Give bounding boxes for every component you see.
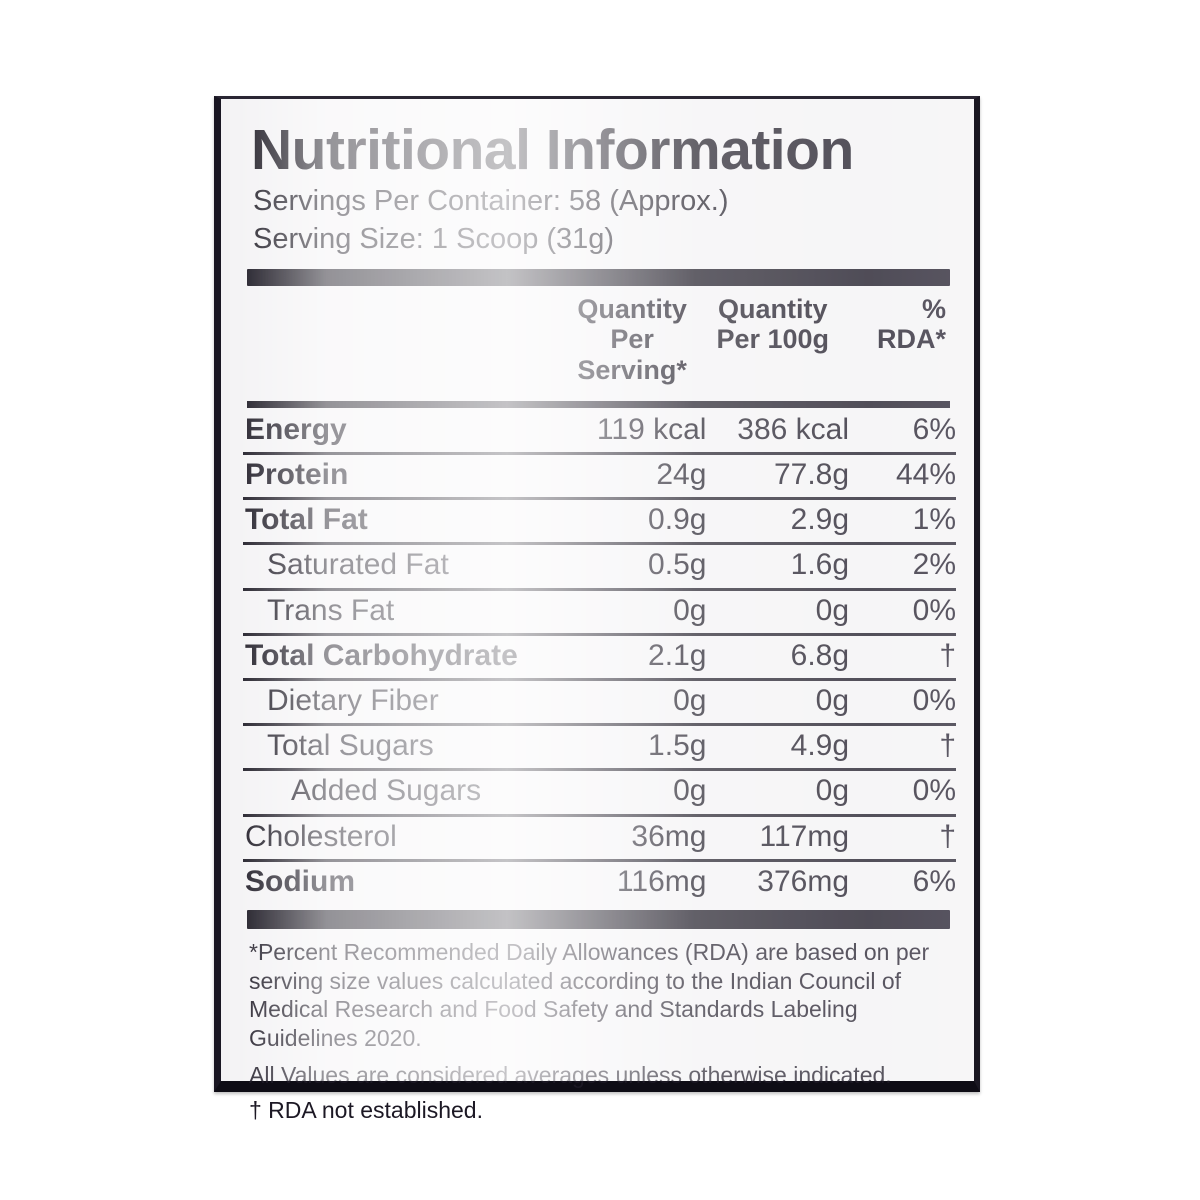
value-rda: †	[849, 632, 956, 680]
column-header-per-100g: Quantity Per 100g	[706, 288, 849, 395]
value-per-serving: 0g	[563, 678, 707, 725]
value-rda: 0%	[849, 587, 956, 635]
nutrition-label-panel: Nutritional Information Servings Per Con…	[214, 96, 980, 1123]
value-per-serving: 0g	[563, 768, 707, 816]
table-row: Total Sugars 1.5g 4.9g †	[243, 723, 956, 770]
table-row: Trans Fat 0g 0g 0%	[243, 587, 956, 635]
value-rda: †	[849, 723, 956, 770]
footnote-averages: All Values are considered averages unles…	[249, 1062, 892, 1089]
table-row: Added Sugars 0g 0g 0%	[243, 768, 956, 816]
nutrient-name: Saturated Fat	[243, 542, 564, 590]
value-per-100g: 0g	[706, 678, 850, 725]
value-per-100g: 77.8g	[706, 452, 850, 499]
value-per-100g: 4.9g	[706, 723, 850, 770]
nutrient-name: Added Sugars	[243, 768, 564, 816]
table-row: Saturated Fat 0.5g 1.6g 2%	[243, 542, 956, 590]
value-per-serving: 0.5g	[563, 542, 707, 590]
column-header-row: Quantity Per Serving* Quantity Per 100g …	[243, 288, 956, 395]
value-rda: 0%	[849, 678, 956, 725]
nutrition-column-headers: Quantity Per Serving* Quantity Per 100g …	[243, 288, 956, 395]
value-per-100g: 376mg	[706, 858, 850, 904]
value-per-serving: 36mg	[563, 813, 707, 861]
table-row: Dietary Fiber 0g 0g 0%	[243, 678, 956, 725]
nutrient-name: Dietary Fiber	[243, 678, 564, 725]
value-per-100g: 386 kcal	[737, 412, 850, 446]
value-per-serving: 119 kcal	[596, 412, 707, 446]
footnote-rda: *Percent Recommended Daily Allowances (R…	[249, 938, 930, 1051]
value-per-100g: 117mg	[706, 813, 850, 861]
nutrient-name: Protein	[243, 452, 564, 499]
value-per-100g: 0g	[706, 768, 850, 816]
value-rda: †	[849, 813, 956, 861]
value-per-serving: 0.9g	[563, 497, 707, 544]
value-rda: 44%	[849, 452, 956, 499]
value-rda: 1%	[849, 497, 956, 544]
nutrient-name: Cholesterol	[243, 813, 564, 861]
value-per-100g: 1.6g	[706, 542, 850, 590]
divider-thick-top	[247, 269, 950, 287]
value-per-serving: 1.5g	[563, 723, 707, 770]
footnote-dagger: † RDA not established.	[249, 1096, 483, 1123]
nutrient-name: Total Fat	[243, 497, 564, 544]
value-rda: 2%	[849, 542, 956, 590]
nutrition-facts-table: Energy 119 kcal 386 kcal 6% Protein 24g 77.8g 4…	[243, 410, 956, 904]
value-per-100g: 6.8g	[706, 632, 850, 680]
nutrient-name: Total Sugars	[243, 723, 564, 770]
value-per-serving: 0g	[563, 587, 707, 635]
value-rda: 6%	[849, 858, 956, 904]
nutrition-rows-body: Energy 119 kcal 386 kcal 6% Protein 24g 77.8g 4…	[243, 410, 956, 904]
table-row: Protein 24g 77.8g 44%	[243, 452, 956, 499]
column-header-per-100g-line2: Per 100g	[716, 324, 830, 355]
value-per-100g: 2.9g	[706, 497, 850, 544]
table-row: Energy 119 kcal 386 kcal 6%	[243, 410, 956, 454]
column-header-per-serving: Quantity Per Serving*	[564, 288, 707, 395]
table-row: Total Fat 0.9g 2.9g 1%	[243, 497, 956, 544]
column-header-per-serving-line1: Quantity	[577, 294, 687, 325]
column-header-per-100g-line1: Quantity	[717, 294, 828, 325]
value-rda: 6%	[912, 412, 956, 446]
footnotes: *Percent Recommended Daily Allowances (R…	[249, 938, 952, 1126]
nutrient-name: Total Carbohydrate	[243, 632, 564, 680]
divider-thick-bottom	[247, 909, 950, 929]
nutrient-name: Trans Fat	[243, 587, 564, 635]
value-rda: 0%	[849, 768, 956, 816]
value-per-100g: 0g	[706, 587, 850, 635]
nutrient-name: Sodium	[243, 858, 564, 904]
value-per-serving: 24g	[563, 452, 707, 499]
column-header-per-serving-line2: Per Serving*	[577, 324, 687, 385]
serving-size: Serving Size: 1 Scoop (31g)	[253, 222, 615, 255]
table-row: Sodium 116mg 376mg 6%	[243, 858, 956, 904]
column-header-rda: % RDA*	[876, 294, 946, 355]
table-row: Cholesterol 36mg 117mg †	[243, 813, 956, 861]
column-header-nutrient	[243, 288, 564, 395]
page-title: Nutritional Information	[251, 118, 854, 182]
value-per-serving: 2.1g	[563, 632, 707, 680]
nutrient-name: Energy	[245, 412, 347, 446]
value-per-serving: 116mg	[563, 858, 707, 904]
divider-medium	[247, 400, 950, 408]
label-content: Nutritional Information Servings Per Con…	[221, 99, 974, 1123]
servings-per-container: Servings Per Container: 58 (Approx.)	[253, 184, 729, 217]
table-row: Total Carbohydrate 2.1g 6.8g †	[243, 632, 956, 680]
